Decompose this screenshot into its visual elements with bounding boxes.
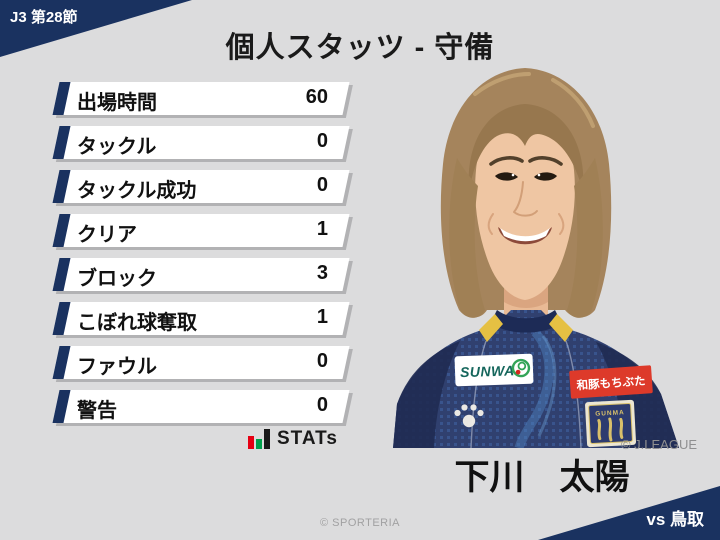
player-face <box>449 104 603 318</box>
stat-value: 0 <box>316 174 328 196</box>
bar-chart-icon <box>248 429 270 449</box>
stat-label: タックル成功 <box>77 180 197 202</box>
stat-row-fouls: ファウル 0 <box>52 346 350 379</box>
jersey-collar <box>491 310 561 333</box>
stat-row-tackles-won: タックル成功 0 <box>52 170 350 203</box>
stat-label: タックル <box>77 136 157 158</box>
round-banner-label: J3 第28節 <box>10 9 78 26</box>
stat-row-blocks: ブロック 3 <box>52 258 350 291</box>
sponsor-patch-right: 和豚もちぶた <box>569 365 653 399</box>
stat-row-clearances: クリア 1 <box>52 214 350 247</box>
stats-brand-logo: STATs <box>248 428 338 449</box>
crest-text: GUNMA <box>595 409 625 418</box>
stat-row-tackles: タックル 0 <box>52 126 350 159</box>
stat-value: 1 <box>316 218 328 240</box>
footer-credit: © SPORTERIA <box>319 517 401 529</box>
photo-credit: © J.LEAGUE <box>620 437 697 452</box>
stat-value: 0 <box>316 394 328 416</box>
stat-value: 3 <box>316 262 328 284</box>
page-title: 個人スタッツ - 守備 <box>225 32 495 64</box>
stat-label: 警告 <box>77 400 117 422</box>
stat-row-minutes: 出場時間 60 <box>52 82 350 115</box>
stat-label: ファウル <box>77 356 157 378</box>
collar-trim-right <box>549 314 573 342</box>
stat-label: こぼれ球奪取 <box>77 312 197 334</box>
sponsor-right-text: 和豚もちぶた <box>576 374 646 393</box>
stat-value: 60 <box>305 86 328 108</box>
stat-row-yellow-cards: 警告 0 <box>52 390 350 423</box>
stat-label: クリア <box>77 224 137 246</box>
sponsor-patch-left: SUNWA <box>454 353 534 387</box>
stat-value: 0 <box>316 130 328 152</box>
sponsor-left-text: SUNWA <box>460 362 515 380</box>
stats-logo-text: STATs <box>277 428 338 449</box>
stat-label: ブロック <box>77 268 157 290</box>
player-photo: SUNWA 和豚もちぶた GUNMA <box>393 68 679 448</box>
collar-trim-left <box>479 314 503 342</box>
opponent-banner-label: vs 鳥取 <box>646 510 704 529</box>
paw-print-icon <box>454 404 484 428</box>
stat-value: 1 <box>316 306 328 328</box>
stat-value: 0 <box>316 350 328 372</box>
player-name: 下川 太陽 <box>454 458 630 497</box>
stat-row-loose-balls: こぼれ球奪取 1 <box>52 302 350 335</box>
stat-label: 出場時間 <box>77 92 157 114</box>
team-crest: GUNMA <box>585 399 637 448</box>
